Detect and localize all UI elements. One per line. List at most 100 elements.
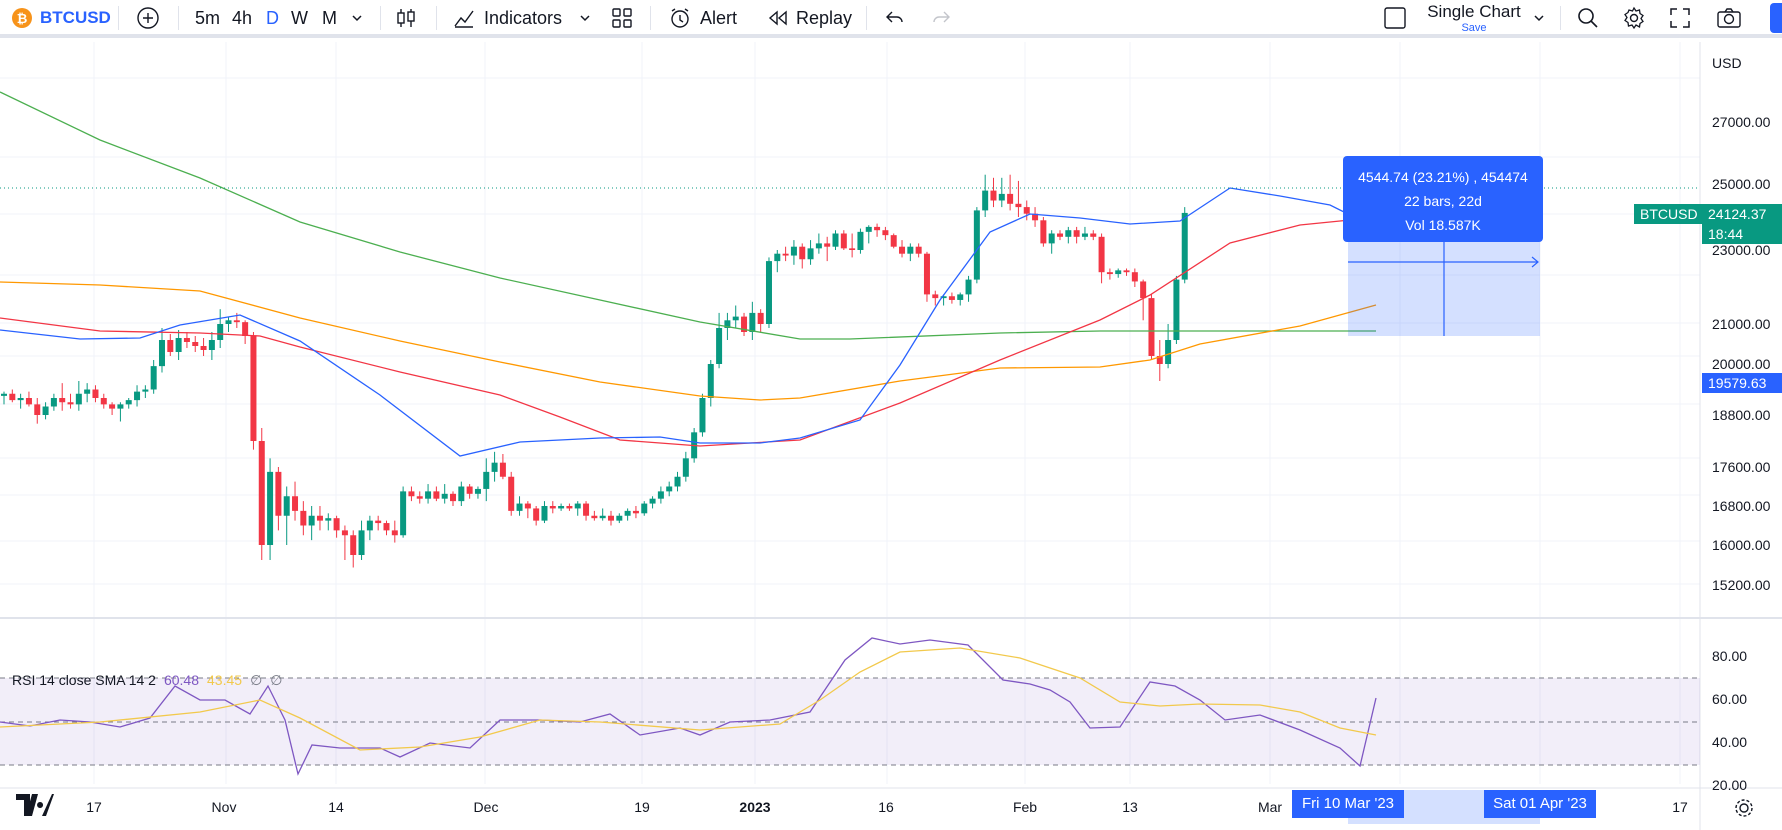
candle-body xyxy=(657,491,664,499)
candle xyxy=(200,338,207,356)
fullscreen-icon xyxy=(1670,8,1690,28)
redo-button[interactable] xyxy=(930,0,952,36)
candle-body xyxy=(849,248,856,250)
chart-area[interactable]: USD 27000.00 25000.00 23000.00 21000.00 20000… xyxy=(0,42,1782,830)
candle-body xyxy=(566,506,573,509)
candle-body xyxy=(765,261,772,324)
candle xyxy=(117,402,124,422)
chevron-down-icon xyxy=(1534,15,1544,22)
top-toolbar: ₿ BTCUSD 5m 4h D W M Indicators Alert Re… xyxy=(0,0,1782,38)
axis-settings-icon[interactable] xyxy=(1735,799,1753,817)
interval-w[interactable]: W xyxy=(291,7,308,28)
time-tick-label: 19 xyxy=(634,799,650,815)
range-low-tag: 19579.63 xyxy=(1702,373,1782,393)
countdown-tag: 18:44 xyxy=(1702,224,1782,244)
layout-save-link[interactable]: Save xyxy=(1461,21,1487,34)
indicators-button[interactable]: Indicators xyxy=(452,0,562,36)
indicators-dropdown-button[interactable] xyxy=(578,0,592,36)
candle xyxy=(940,294,947,306)
candle xyxy=(657,486,664,504)
candle-body xyxy=(242,322,249,336)
chevron-down-icon xyxy=(352,15,362,22)
candle-body xyxy=(907,246,914,254)
candle xyxy=(167,334,174,356)
candle-body xyxy=(117,404,124,409)
candle xyxy=(1148,294,1155,360)
candle-body xyxy=(524,503,531,509)
symbol-price-tag: BTCUSD xyxy=(1634,204,1704,224)
candle-body xyxy=(92,389,99,398)
templates-icon xyxy=(612,8,632,28)
candle xyxy=(1048,230,1055,254)
layout-square-button[interactable] xyxy=(1382,0,1408,36)
candle-body xyxy=(300,510,307,526)
currency-label: USD xyxy=(1712,55,1742,71)
candle-body xyxy=(400,491,407,536)
candle-body xyxy=(607,515,614,521)
candle xyxy=(391,520,398,543)
candle-body xyxy=(483,471,490,489)
candle-body xyxy=(1165,340,1172,364)
indicators-label: Indicators xyxy=(484,7,563,28)
time-tick-label: 17 xyxy=(86,799,102,815)
last-price-tag: 24124.37 xyxy=(1702,204,1782,224)
settings-button[interactable] xyxy=(1622,0,1646,36)
candle-body xyxy=(292,496,299,511)
candle-body xyxy=(865,226,872,232)
candle-body xyxy=(316,515,323,521)
candle-body xyxy=(840,233,847,249)
candle-body xyxy=(283,496,290,516)
candle xyxy=(333,515,340,538)
candle xyxy=(84,383,91,403)
candle-body xyxy=(1040,220,1047,244)
sma-100-line xyxy=(0,281,1377,401)
candle-body xyxy=(233,320,240,323)
candle-body xyxy=(624,510,631,516)
layout-dropdown-button[interactable] xyxy=(1532,0,1546,36)
search-button[interactable] xyxy=(1576,0,1600,36)
templates-button[interactable] xyxy=(610,0,634,36)
candle xyxy=(125,398,132,409)
candle-body xyxy=(225,320,232,324)
redo-icon xyxy=(933,11,950,23)
candle xyxy=(674,471,681,492)
interval-d[interactable]: D xyxy=(266,7,279,28)
candle xyxy=(558,503,565,511)
publish-button[interactable] xyxy=(1770,3,1782,33)
screenshot-button[interactable] xyxy=(1716,0,1742,36)
candle xyxy=(982,174,989,217)
fullscreen-button[interactable] xyxy=(1668,0,1692,36)
candle xyxy=(907,243,914,262)
candle xyxy=(765,257,772,328)
candle-body xyxy=(217,324,224,340)
candle-body xyxy=(541,506,548,521)
candle xyxy=(134,385,141,407)
candle-body xyxy=(175,338,182,352)
candle xyxy=(109,402,116,415)
symbol-search-button[interactable]: ₿ BTCUSD xyxy=(12,0,111,36)
candles-icon xyxy=(397,9,415,27)
layout-selector[interactable]: Single Chart Save xyxy=(1424,0,1524,36)
rsi-legend[interactable]: RSI 14 close SMA 14 2 60.48 43.45 ∅ ∅ xyxy=(12,672,282,689)
undo-button[interactable] xyxy=(884,0,906,36)
time-tick-label: 14 xyxy=(328,799,344,815)
interval-m[interactable]: M xyxy=(322,7,337,28)
candle xyxy=(9,389,16,403)
candle xyxy=(574,501,581,516)
replay-button[interactable]: Replay xyxy=(766,0,852,36)
add-symbol-button[interactable] xyxy=(136,0,160,36)
candle-body xyxy=(1173,279,1180,340)
interval-5m[interactable]: 5m xyxy=(195,7,221,28)
undo-icon xyxy=(886,11,903,23)
interval-dropdown-button[interactable] xyxy=(350,0,364,36)
candle xyxy=(699,393,706,437)
alert-button[interactable]: Alert xyxy=(668,0,737,36)
range-end-date-tag: Sat 01 Apr '23 xyxy=(1484,790,1596,818)
candle xyxy=(1,391,7,405)
candle-body xyxy=(599,515,606,519)
candle xyxy=(292,481,299,521)
chart-type-button[interactable] xyxy=(394,0,418,36)
candle xyxy=(1040,217,1047,247)
candle-body xyxy=(350,535,357,555)
interval-4h[interactable]: 4h xyxy=(232,7,253,28)
